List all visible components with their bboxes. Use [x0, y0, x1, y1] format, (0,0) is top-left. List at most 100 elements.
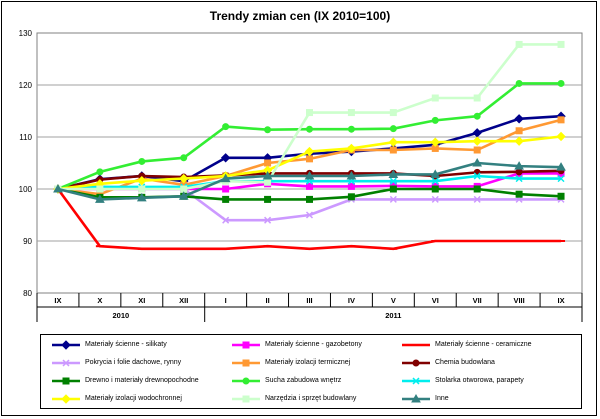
legend-label: Materiały izolacji termicznej [265, 359, 351, 366]
data-point [305, 211, 314, 219]
data-point [389, 125, 397, 133]
data-point [346, 170, 357, 180]
x-tick-label: IV [348, 296, 355, 305]
data-point [136, 192, 147, 202]
x-tick-label: IX [54, 296, 61, 305]
data-point [430, 137, 440, 147]
data-point [388, 169, 399, 178]
data-point [431, 195, 439, 203]
x-tick-label: VII [473, 296, 482, 305]
year-label: 2010 [113, 311, 130, 320]
data-point [346, 143, 357, 154]
data-point [515, 190, 523, 198]
data-point [306, 195, 313, 203]
data-point [222, 123, 230, 131]
data-point [179, 173, 189, 184]
x-tick-label: VIII [513, 296, 524, 305]
data-point [306, 109, 313, 117]
data-point [557, 40, 565, 48]
data-point [242, 359, 250, 367]
data-point [431, 116, 439, 124]
series-lines [53, 40, 566, 251]
data-point [306, 125, 313, 133]
x-tick-label: I [225, 296, 227, 305]
data-point [431, 177, 439, 185]
plot-area [36, 32, 583, 294]
data-point [222, 195, 230, 203]
legend-label: Materiały ścienne - ceramiczne [435, 341, 532, 348]
data-point [95, 194, 105, 203]
legend-label: Inne [435, 395, 449, 402]
data-point [61, 394, 71, 404]
data-point [473, 146, 481, 154]
legend-swatch [232, 377, 260, 385]
data-point [137, 175, 147, 186]
data-point [347, 182, 355, 190]
data-point [389, 146, 397, 154]
legend-swatch [52, 377, 80, 385]
data-point [138, 157, 146, 165]
data-point [306, 182, 313, 190]
data-point [473, 112, 481, 120]
data-point [220, 173, 231, 183]
data-point [431, 94, 439, 102]
data-point [472, 157, 483, 167]
data-point [62, 377, 70, 385]
data-point [388, 137, 399, 147]
data-point [389, 185, 397, 193]
data-point [515, 168, 523, 176]
legend-swatch [232, 359, 260, 367]
data-point [514, 161, 524, 170]
data-point [304, 146, 315, 157]
data-point [557, 192, 565, 200]
x-tick-label: II [265, 296, 269, 305]
data-point [473, 94, 481, 102]
data-point [347, 125, 355, 133]
x-tick-label: IX [557, 296, 564, 305]
data-point [304, 170, 315, 180]
data-point [473, 195, 481, 203]
data-point [515, 175, 523, 183]
x-tick-label: VI [432, 296, 439, 305]
data-point [222, 185, 230, 193]
legend-swatch [52, 340, 80, 350]
data-point [412, 359, 420, 367]
legend-label: Chemia budowlana [435, 359, 495, 366]
data-point [242, 377, 250, 385]
data-point [264, 178, 272, 186]
legend-label: Narzędzia i sprzęt budowlany [265, 395, 357, 402]
legend-label: Stolarka otworowa, parapety [435, 377, 524, 384]
data-point [431, 185, 439, 193]
x-tick-label: XII [179, 296, 188, 305]
legend-swatch [402, 377, 430, 385]
series-group [53, 188, 566, 251]
data-point [389, 177, 397, 185]
x-tick-label: X [97, 296, 102, 305]
legend-swatch [402, 359, 430, 367]
data-point [222, 216, 230, 224]
data-point [138, 185, 146, 193]
data-point [347, 109, 355, 117]
legend-swatch [52, 394, 80, 404]
data-point [472, 136, 482, 146]
year-label: 2011 [385, 311, 401, 320]
data-point [412, 377, 420, 385]
legend-label: Pokrycia i folie dachowe, rynny [85, 359, 182, 366]
legend-swatch [402, 343, 430, 347]
data-point [62, 359, 70, 367]
data-point [389, 109, 397, 117]
data-point [306, 155, 313, 163]
y-tick-label: 110 [19, 133, 32, 142]
data-point [515, 127, 523, 135]
x-tick-label: III [306, 296, 312, 305]
y-tick-label: 80 [23, 289, 32, 298]
data-point [557, 116, 565, 124]
data-point [96, 185, 104, 193]
data-point [389, 195, 397, 203]
data-point [180, 185, 188, 193]
legend-label: Materiały ścienne - silikaty [85, 341, 167, 348]
data-point [96, 168, 104, 176]
data-point [556, 131, 566, 142]
data-point [430, 169, 441, 178]
